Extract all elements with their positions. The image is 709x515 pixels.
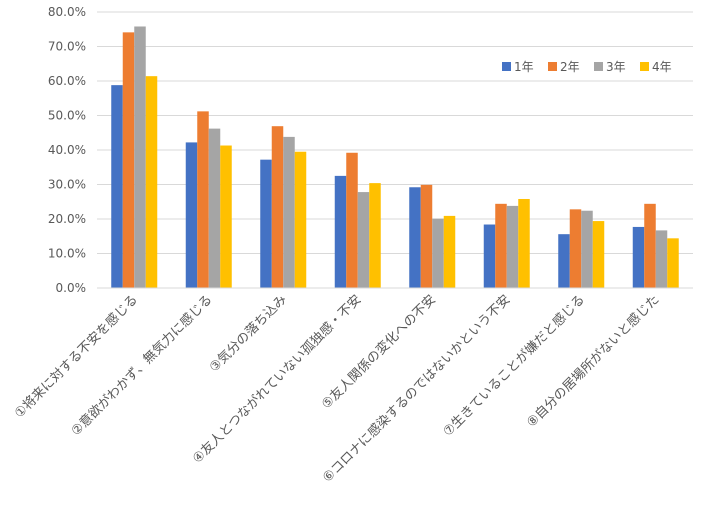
y-axis-tick-labels: 0.0% 10.0% 20.0% 30.0% 40.0% 50.0% 60.0% 70.0% 8… [48,5,86,295]
bar-3年-7 [581,210,593,288]
x-category-label: ⑦生きていることが嫌だと感じる [440,292,588,440]
legend-label: 1年 [514,60,534,74]
legend-label: 2年 [560,60,580,74]
bar-1年-1 [111,85,123,288]
bar-2年-7 [569,209,582,288]
bar-4年-6 [518,198,530,288]
y-tick-label: 10.0% [48,247,86,261]
bar-3年-5 [432,218,444,288]
legend-label: 3年 [606,60,626,74]
bar-2年-6 [495,203,507,288]
bar-2年-5 [420,184,433,288]
y-tick-label: 30.0% [48,178,86,192]
bar-2年-2 [197,111,209,288]
bar-3年-1 [134,26,146,289]
bar-1年-3 [260,159,272,288]
bar-1年-8 [632,226,645,288]
bar-1年-7 [558,234,570,288]
legend-swatch [548,62,557,71]
bar-3年-4 [357,192,370,288]
bar-4年-8 [667,238,679,288]
bar-1年-2 [185,142,198,288]
bar-2年-3 [271,126,284,288]
x-category-label: ⑧自分の居場所がないと感じた [524,292,663,431]
bar-2年-1 [122,32,135,289]
y-tick-label: 80.0% [48,5,86,19]
bar-4年-7 [592,221,605,288]
y-tick-label: 50.0% [48,109,86,123]
y-tick-label: 70.0% [48,40,86,54]
y-tick-label: 40.0% [48,143,86,157]
bar-3年-2 [208,128,221,288]
y-tick-label: 0.0% [56,281,87,295]
legend-label: 4年 [652,60,672,74]
x-category-label: ③気分の落ち込み [206,292,290,376]
bar-1年-6 [483,224,496,288]
bar-3年-3 [283,136,295,288]
bar-4年-1 [145,76,158,288]
bar-2年-4 [346,152,358,288]
bar-3年-8 [655,230,668,288]
legend: 1年 2年 3年 4年 [502,60,672,74]
x-category-label: ④友人とつながれていない孤独感・不安 [189,292,364,467]
bar-4年-4 [369,183,381,288]
legend-swatch [594,62,603,71]
x-axis-category-labels: ①将来に対する不安を感じる②意欲がわかず、無気力に感じる③気分の落ち込み④友人と… [11,292,662,486]
y-tick-label: 60.0% [48,74,86,88]
bar-4年-2 [220,145,232,288]
bar-2年-8 [644,203,656,288]
bar-3年-6 [506,205,519,288]
bar-4年-5 [443,215,456,288]
bar-1年-4 [334,175,347,288]
bar-4年-3 [294,151,307,288]
bars [111,26,679,289]
y-tick-label: 20.0% [48,212,86,226]
bar-1年-5 [409,187,421,288]
legend-swatch [640,62,649,71]
x-category-label: ①将来に対する不安を感じる [11,292,141,422]
x-category-label: ②意欲がわかず、無気力に感じる [68,292,216,440]
legend-swatch [502,62,511,71]
